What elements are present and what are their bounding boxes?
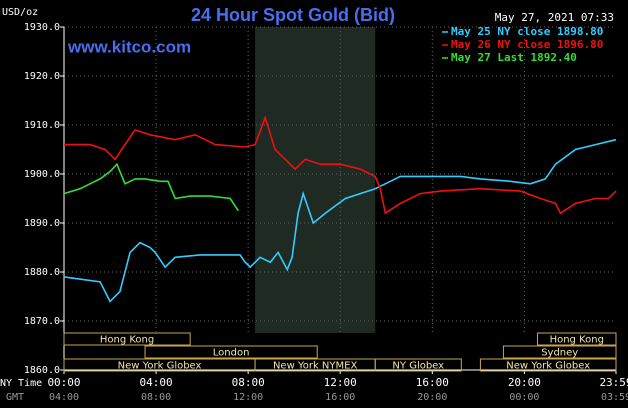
session-label: New York NYMEX	[273, 361, 358, 372]
y-tick-label: 1930.0	[24, 22, 60, 33]
y-tick-label: 1910.0	[24, 120, 60, 131]
session-box	[63, 332, 191, 346]
y-tick-label: 1880.0	[24, 267, 60, 278]
x-tick-label: 23:59	[599, 376, 628, 389]
x2-axis-label: GMT	[6, 392, 24, 403]
x2-tick-label: 20:00	[417, 392, 447, 403]
x2-tick-label: 08:00	[141, 392, 171, 403]
x-tick-label: 12:00	[324, 376, 357, 389]
x2-tick-label: 04:00	[49, 392, 79, 403]
timestamp: May 27, 2021 07:33	[495, 11, 614, 24]
legend-label: May 25 NY close 1898.80	[451, 25, 603, 38]
price-line	[63, 162, 239, 212]
y-tick-label: 1870.0	[24, 316, 60, 327]
x-axis-label: NY Time	[0, 378, 42, 389]
x-tick-label: 00:00	[47, 376, 80, 389]
session-label: Hong Kong	[100, 335, 154, 346]
x-tick-label: 04:00	[140, 376, 173, 389]
y-tick-label: 1920.0	[24, 71, 60, 82]
site-url: www.kitco.com	[67, 37, 191, 56]
session-label: London	[213, 348, 250, 359]
session-box	[502, 345, 617, 359]
session-box	[144, 345, 318, 359]
x2-tick-label: 03:59	[601, 392, 628, 403]
x-tick-label: 16:00	[416, 376, 449, 389]
price-line	[64, 115, 617, 215]
session-label: New York Globex	[118, 361, 202, 372]
y-tick-label: 1860.0	[24, 365, 60, 376]
session-label: Sydney	[541, 348, 578, 359]
y-tick-label: 1900.0	[24, 169, 60, 180]
session-shade	[255, 27, 376, 333]
session-label: New York Globex	[506, 361, 590, 372]
y-axis-label: USD/oz	[2, 7, 38, 18]
x2-tick-label: 12:00	[233, 392, 263, 403]
x-tick-label: 08:00	[232, 376, 265, 389]
x2-tick-label: 16:00	[325, 392, 355, 403]
legend-label: May 27 Last 1892.40	[451, 51, 577, 64]
legend-label: May 26 NY close 1896.80	[451, 38, 603, 51]
y-tick-label: 1890.0	[24, 218, 60, 229]
price-line	[63, 138, 617, 303]
plot-underlay	[64, 26, 616, 371]
chart-title: 24 Hour Spot Gold (Bid)	[191, 5, 395, 25]
session-box	[537, 332, 617, 346]
session-label: Hong Kong	[550, 335, 604, 346]
x-tick-label: 20:00	[508, 376, 541, 389]
session-box	[479, 358, 617, 372]
session-box	[374, 358, 462, 372]
x2-tick-label: 00:00	[509, 392, 539, 403]
session-label: NY Globex	[392, 361, 444, 372]
